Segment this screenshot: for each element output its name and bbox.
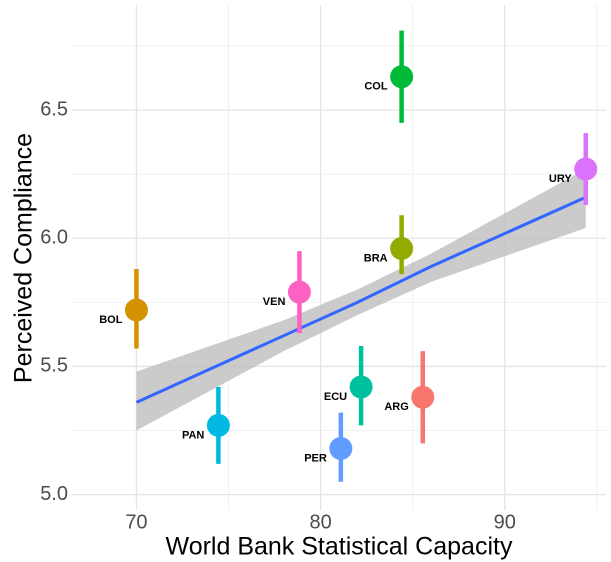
y-tick-label: 5.0	[40, 483, 68, 505]
point	[349, 375, 373, 399]
point	[390, 237, 414, 261]
point-label: ARG	[384, 401, 408, 413]
point-label: BRA	[364, 252, 388, 264]
x-tick-label: 80	[309, 511, 331, 533]
point-label: ECU	[324, 391, 347, 403]
point-label: COL	[364, 81, 388, 93]
point-label: PER	[304, 452, 327, 464]
x-tick-label: 70	[125, 511, 147, 533]
point-label: URY	[549, 173, 572, 185]
y-tick-label: 6.5	[40, 98, 68, 120]
point	[390, 65, 414, 89]
y-axis-title: Perceived Compliance	[10, 133, 38, 383]
point-label: BOL	[99, 314, 123, 326]
point	[411, 385, 435, 409]
point	[329, 436, 353, 460]
x-axis-title: World Bank Statistical Capacity	[166, 533, 513, 561]
point	[574, 157, 598, 181]
fit-line	[135, 195, 587, 404]
y-tick-label: 6.0	[40, 227, 68, 249]
x-tick-label: 90	[494, 511, 516, 533]
point	[287, 280, 311, 304]
point	[206, 413, 230, 437]
y-tick-label: 5.5	[40, 355, 68, 377]
point-label: PAN	[182, 429, 204, 441]
point-label: VEN	[263, 296, 286, 308]
point	[124, 298, 148, 322]
